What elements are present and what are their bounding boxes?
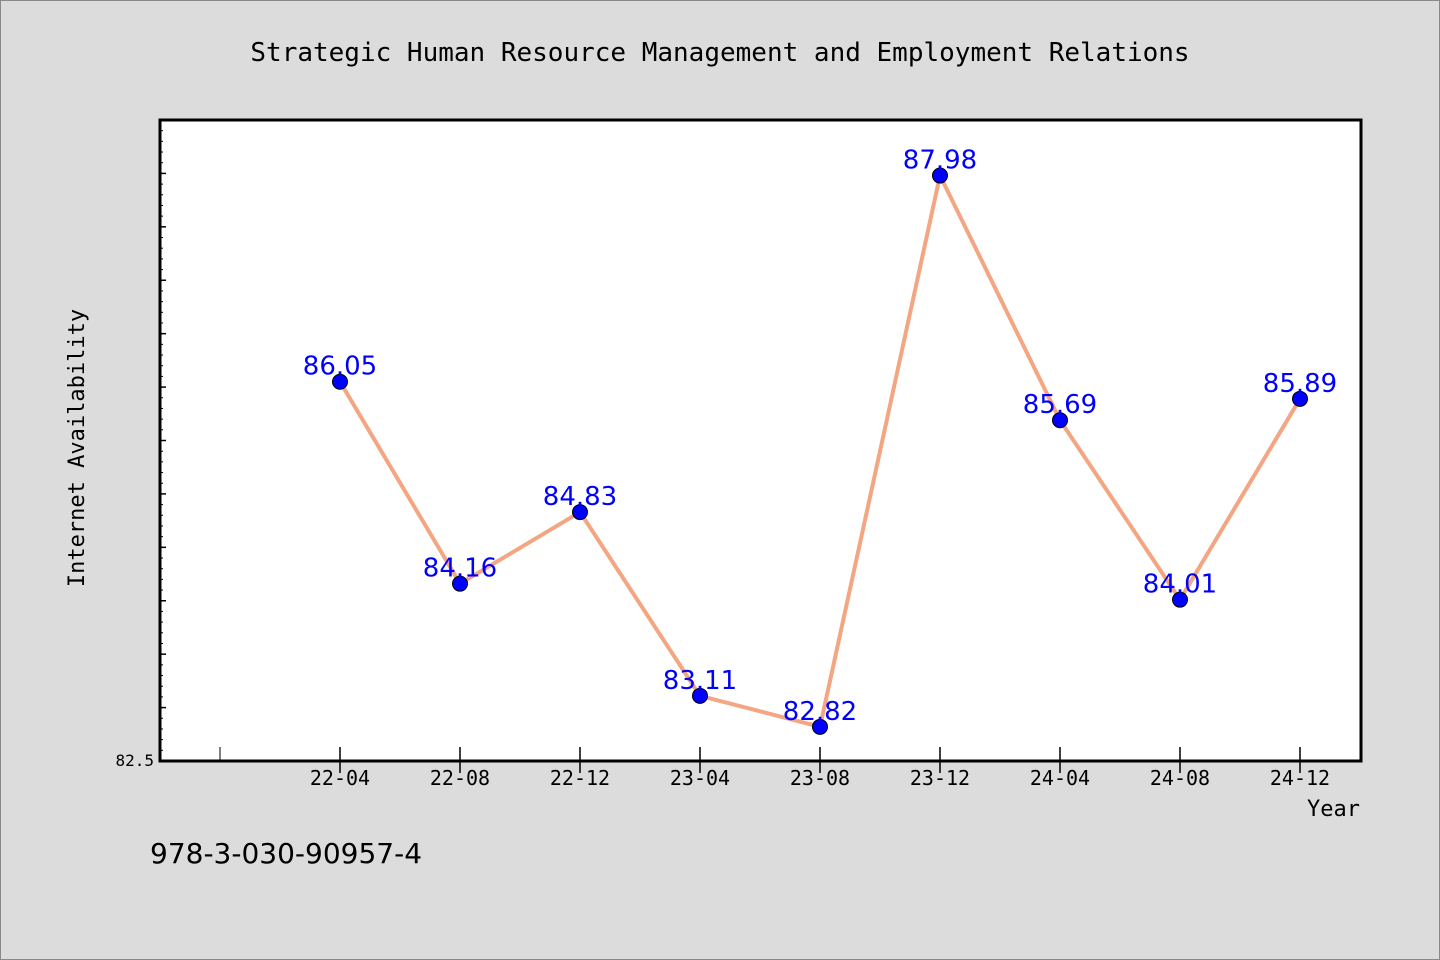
data-point bbox=[572, 504, 588, 521]
x-tick-labels: 22-04 22-08 22-12 23-04 23-08 23-12 24-04 24-08… bbox=[310, 766, 1330, 790]
x-tick-label: 22-08 bbox=[430, 766, 490, 790]
data-label: 83.11 bbox=[663, 666, 737, 696]
x-tick-label: 24-08 bbox=[1150, 766, 1210, 790]
y-axis-label: Internet Availability bbox=[65, 309, 90, 587]
data-label: 82.82 bbox=[783, 697, 857, 727]
data-label: 85.69 bbox=[1023, 390, 1097, 420]
data-label: 84.01 bbox=[1143, 570, 1217, 600]
data-point bbox=[332, 373, 348, 390]
x-tick-label: 24-04 bbox=[1030, 766, 1090, 790]
data-point bbox=[452, 575, 468, 592]
data-point bbox=[1292, 390, 1308, 407]
x-tick-label: 22-12 bbox=[550, 766, 610, 790]
chart-title: Strategic Human Resource Management and … bbox=[250, 38, 1189, 68]
data-label: 85.89 bbox=[1263, 369, 1337, 399]
x-tick-label: 24-12 bbox=[1270, 766, 1330, 790]
y-tick-label: 82.5 bbox=[115, 751, 154, 770]
x-axis-ticks bbox=[219, 747, 1301, 773]
data-markers bbox=[332, 167, 1308, 735]
data-point bbox=[932, 167, 948, 184]
data-labels: 86.05 84.16 84.83 83.11 82.82 87.98 85.69 84.01… bbox=[303, 146, 1337, 727]
data-point bbox=[692, 687, 708, 704]
plot-area bbox=[158, 118, 1363, 763]
data-label: 84.83 bbox=[543, 482, 617, 512]
data-point bbox=[1052, 412, 1068, 429]
x-axis-label: Year bbox=[1307, 797, 1360, 822]
x-tick-label: 22-04 bbox=[310, 766, 370, 790]
x-tick-label: 23-08 bbox=[790, 766, 850, 790]
data-label: 87.98 bbox=[903, 146, 977, 176]
data-point bbox=[812, 718, 828, 735]
x-tick-label: 23-04 bbox=[670, 766, 730, 790]
data-label: 84.16 bbox=[423, 554, 497, 584]
data-point bbox=[1172, 591, 1188, 608]
isbn-text: 978-3-030-90957-4 bbox=[150, 837, 422, 870]
y-axis-ticks bbox=[160, 119, 166, 762]
data-label: 86.05 bbox=[303, 352, 377, 382]
x-tick-label: 23-12 bbox=[910, 766, 970, 790]
